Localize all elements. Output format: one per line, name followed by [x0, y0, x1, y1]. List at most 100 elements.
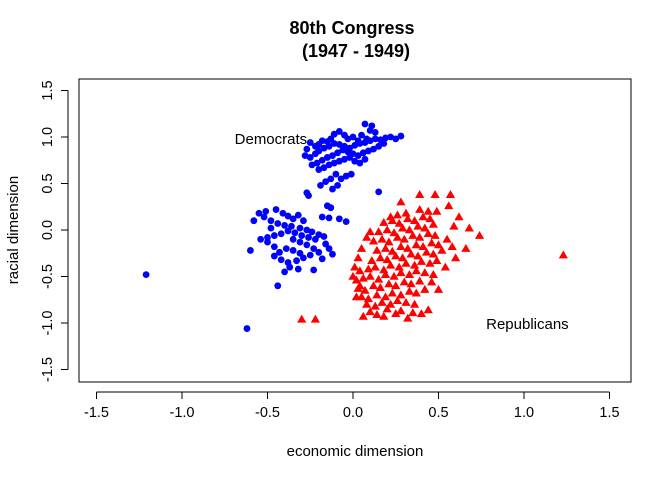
republican-point [384, 237, 394, 246]
republican-point [454, 212, 464, 221]
republican-point [397, 223, 408, 232]
republican-point [387, 246, 397, 255]
republican-point [387, 288, 397, 297]
democrat-point [308, 161, 316, 169]
democrat-point [274, 220, 282, 227]
democrat-point [329, 250, 336, 258]
democrat-point [382, 134, 389, 142]
republican-point [367, 256, 377, 265]
democrat-point [270, 252, 278, 260]
republican-point [375, 283, 385, 291]
republican-point [430, 230, 440, 239]
republican-point [413, 251, 423, 260]
republican-point [384, 279, 394, 288]
republican-point [461, 244, 471, 252]
republican-point [427, 238, 437, 247]
republican-point [420, 223, 430, 232]
republican-point [392, 210, 403, 219]
democrat-point [277, 230, 285, 238]
democrat-point [260, 213, 268, 221]
republican-point [297, 314, 307, 323]
republican-point [372, 310, 382, 318]
republican-point [428, 249, 438, 258]
republican-point [399, 234, 409, 243]
republican-point [421, 247, 432, 256]
republican-point [404, 270, 415, 278]
republican-point [370, 262, 380, 271]
democrat-point [291, 229, 299, 237]
democrat-point [298, 232, 306, 239]
democrat-point [142, 271, 150, 279]
democrat-point [294, 265, 302, 273]
democrat-point [247, 247, 254, 254]
republican-point [362, 299, 372, 308]
republican-point [391, 281, 401, 290]
republican-point [377, 234, 387, 243]
republican-point [425, 214, 435, 223]
republican-point [403, 214, 413, 223]
republican-point [396, 242, 406, 251]
republican-point [380, 244, 391, 252]
republican-point [409, 299, 420, 308]
republican-point [399, 277, 409, 286]
republican-point [372, 290, 382, 299]
democrat-point [274, 282, 282, 290]
democrat-point [264, 234, 271, 241]
republican-point [365, 307, 375, 316]
republican-point [409, 260, 420, 269]
republican-point [396, 268, 406, 277]
democrat-point [313, 159, 321, 167]
republican-point [394, 262, 404, 271]
republican-point [396, 306, 406, 315]
democrat-point [294, 211, 302, 219]
democrat-point [310, 245, 318, 253]
republican-point [415, 204, 425, 213]
democrat-point [329, 185, 336, 193]
democrat-point [296, 224, 304, 232]
annotations: Democrats Republicans [235, 131, 569, 333]
republican-point [451, 253, 461, 262]
republican-point [355, 266, 365, 275]
democrat-point [257, 235, 265, 243]
republican-point [428, 219, 438, 228]
democrat-point [262, 208, 270, 215]
democrat-point [320, 144, 328, 152]
republican-point [377, 297, 387, 306]
republican-point [355, 281, 365, 290]
republican-point [382, 255, 392, 264]
republican-point [389, 271, 399, 280]
democrat-point [358, 131, 365, 139]
republican-point [558, 250, 568, 259]
democrat-point [375, 142, 383, 150]
x-tick-label: 1.5 [599, 405, 619, 421]
republican-point [396, 197, 406, 206]
democrat-point [270, 243, 278, 251]
democrat-point [325, 161, 333, 169]
democrat-point [318, 156, 326, 164]
republican-point [358, 311, 368, 320]
republican-point [430, 190, 440, 198]
democrat-point [315, 147, 323, 155]
republican-point [370, 301, 380, 310]
democrat-point [289, 215, 297, 223]
democrat-point [337, 175, 345, 183]
republican-point [382, 304, 392, 313]
democrat-point [282, 245, 290, 253]
republican-point [420, 268, 430, 277]
republican-point [353, 253, 363, 262]
democrat-point [286, 263, 294, 271]
republican-point [391, 309, 401, 318]
republican-point [433, 284, 444, 293]
democrat-point [371, 135, 379, 143]
republican-point [351, 292, 362, 301]
x-tick-label: 1.0 [514, 405, 534, 421]
republican-point [379, 265, 389, 274]
republican-point [375, 253, 385, 262]
x-axis-label: economic dimension [287, 443, 424, 460]
republican-point [423, 206, 433, 215]
republican-point [389, 228, 399, 237]
democrat-point [332, 170, 340, 178]
x-axis: -1.5 -1.0 -0.5 0.0 0.5 1.0 1.5 [84, 391, 620, 421]
republican-point [416, 309, 426, 318]
